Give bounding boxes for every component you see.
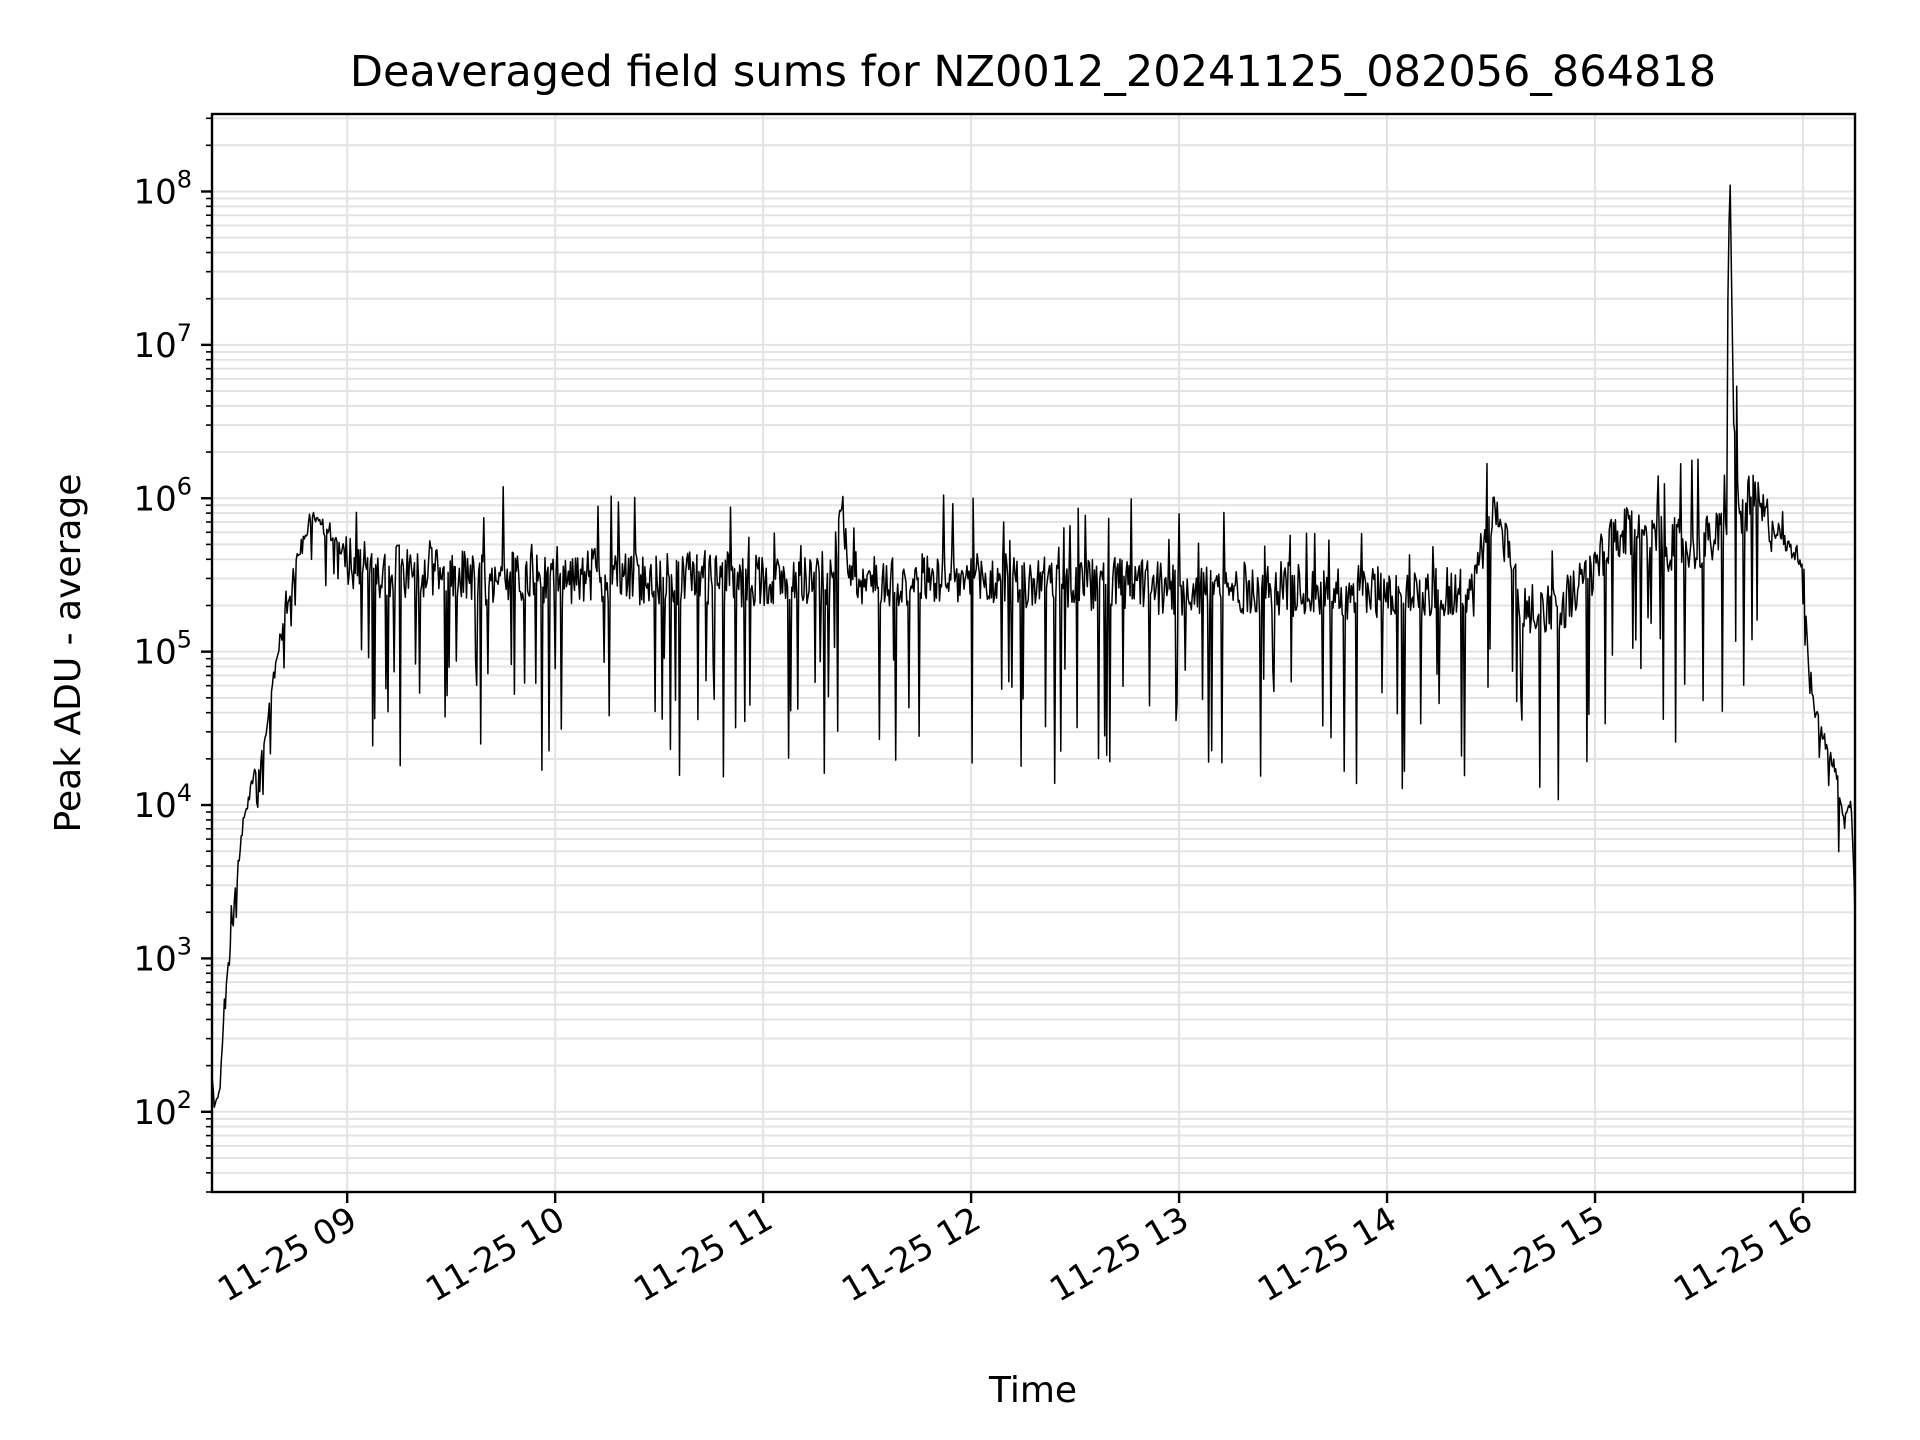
chart-title: Deaveraged field sums for NZ0012_2024112… — [350, 47, 1716, 97]
y-tick-base: 10 — [133, 1093, 176, 1133]
y-tick-base: 10 — [133, 633, 176, 673]
series-line — [211, 184, 1856, 1108]
y-tick-exponent: 7 — [177, 319, 192, 347]
y-tick-label: 105 — [133, 626, 192, 673]
y-tick-exponent: 5 — [177, 626, 192, 654]
y-tick-base: 10 — [133, 172, 176, 212]
minor-gridlines — [212, 117, 1855, 1193]
y-tick-base: 10 — [133, 326, 176, 366]
y-tick-label: 102 — [133, 1086, 192, 1133]
major-gridlines — [212, 114, 1855, 1192]
x-axis-label: Time — [988, 1370, 1077, 1411]
y-tick-base: 10 — [133, 479, 176, 519]
y-tick-label: 106 — [133, 472, 192, 519]
y-tick-exponent: 2 — [177, 1086, 192, 1114]
y-tick-exponent: 8 — [177, 165, 192, 193]
y-tick-label: 108 — [133, 165, 192, 212]
y-tick-label: 103 — [133, 932, 192, 979]
y-tick-base: 10 — [133, 939, 176, 979]
y-tick-exponent: 4 — [177, 779, 192, 807]
y-axis-label: Peak ADU - average — [48, 474, 89, 833]
y-tick-label: 104 — [133, 779, 192, 826]
y-tick-exponent: 6 — [177, 472, 192, 500]
plot-frame — [210, 112, 1857, 1194]
y-tick-exponent: 3 — [177, 932, 192, 960]
y-tick-label: 107 — [133, 319, 192, 366]
y-tick-base: 10 — [133, 786, 176, 826]
